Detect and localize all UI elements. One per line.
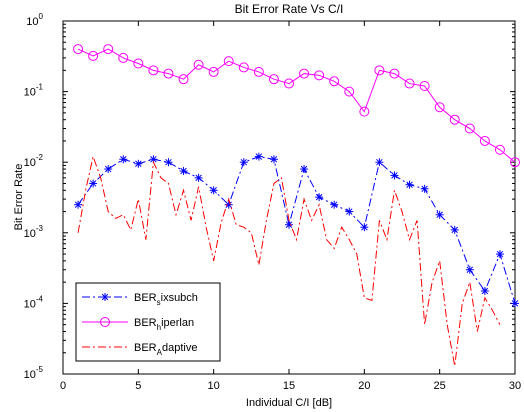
- series-0-point: [511, 299, 519, 308]
- series-0-point: [405, 180, 414, 189]
- series-1-point: [314, 70, 325, 81]
- series-0-point: [345, 207, 354, 216]
- series-1-point: [449, 114, 460, 125]
- series-1-point: [103, 44, 114, 55]
- series-0-point: [239, 158, 248, 167]
- y-tick-label: 10-3: [24, 224, 44, 240]
- legend-marker-0: [101, 293, 109, 301]
- x-tick-label: 15: [283, 380, 295, 392]
- series-0-point: [134, 159, 143, 168]
- series-0-point: [360, 223, 369, 232]
- series-0-point: [495, 250, 504, 259]
- series-0-point: [194, 173, 203, 182]
- series-1-point: [208, 66, 219, 77]
- series-0-point: [330, 200, 339, 209]
- series-1-point: [404, 78, 415, 89]
- x-axis: 0 5 10 15 20 25 30: [60, 21, 521, 392]
- series-1-point: [223, 56, 234, 67]
- series-1-point: [238, 62, 249, 73]
- series-0-point: [420, 184, 429, 193]
- series-1-point: [73, 44, 84, 55]
- series-0-point: [269, 155, 278, 164]
- series-1-point: [464, 123, 475, 134]
- x-tick-label: 20: [358, 380, 370, 392]
- x-tick-label: 0: [60, 380, 66, 392]
- legend-marker-1: [100, 317, 110, 327]
- series-1-point: [479, 135, 490, 146]
- series-0-point: [435, 210, 444, 219]
- series-line-2: [77, 154, 501, 367]
- y-axis: 10-5 10-4 10-3 10-2 10-1 100: [24, 12, 515, 381]
- series-1-point: [510, 157, 520, 168]
- series-0-point: [164, 158, 173, 167]
- series-1-point: [163, 68, 174, 79]
- series-1-point: [434, 102, 445, 113]
- series-1-point: [118, 52, 129, 63]
- series-1-point: [133, 58, 144, 69]
- series-0-point: [450, 225, 459, 234]
- x-tick-label: 25: [434, 380, 446, 392]
- series-1-point: [329, 76, 340, 87]
- y-tick-label: 10-1: [24, 83, 44, 99]
- series-1-point: [178, 74, 189, 85]
- series-0-point: [300, 165, 309, 174]
- legend-item-2: BERAdaptive: [82, 342, 197, 357]
- series-1: [73, 44, 520, 168]
- x-tick-label: 30: [509, 380, 521, 392]
- x-tick-label: 5: [135, 380, 141, 392]
- series-0-point: [209, 186, 218, 195]
- legend-label-0: BERsixsubch: [134, 292, 198, 307]
- y-tick-label: 10-4: [24, 294, 44, 310]
- legend-item-0: BERsixsubch: [82, 292, 198, 307]
- legend-label-2: BERAdaptive: [134, 342, 197, 357]
- legend: BERsixsubch BERhiperlan BERAdaptive: [75, 282, 221, 362]
- x-axis-label: Individual C/I [dB]: [246, 397, 332, 409]
- series-0-point: [375, 158, 384, 167]
- y-axis-label: Bit Error Rate: [13, 164, 25, 231]
- series-0-point: [465, 265, 474, 274]
- series-0-point: [104, 165, 113, 174]
- series-0-point: [179, 167, 188, 176]
- series-1-point: [494, 144, 505, 155]
- series-0: [74, 152, 519, 308]
- series-1-point: [344, 86, 355, 97]
- series-1-point: [284, 78, 294, 89]
- series-1-point: [88, 50, 99, 61]
- chart-title: Bit Error Rate Vs C/I: [235, 2, 344, 16]
- series-1-point: [193, 59, 204, 70]
- legend-label-1: BERhiperlan: [134, 317, 194, 332]
- series-0-point: [74, 200, 83, 209]
- y-tick-label: 100: [26, 12, 43, 28]
- series-1-point: [268, 74, 279, 85]
- series-1-point: [389, 68, 400, 79]
- series-1-point: [374, 65, 385, 76]
- series-0-point: [285, 220, 293, 229]
- series-2: [77, 154, 501, 367]
- series-line-1: [77, 48, 516, 163]
- series-1-point: [359, 106, 370, 117]
- series-0-point: [224, 200, 233, 209]
- x-tick-label: 10: [208, 380, 220, 392]
- series-layer: [73, 44, 520, 367]
- series-1-point: [419, 81, 430, 92]
- series-1-point: [148, 65, 159, 76]
- series-0-point: [119, 155, 128, 164]
- y-tick-label: 10-2: [24, 153, 44, 169]
- series-0-point: [254, 152, 263, 161]
- series-0-point: [89, 179, 98, 188]
- y-tick-label: 10-5: [24, 365, 44, 381]
- series-1-point: [299, 68, 310, 79]
- legend-item-1: BERhiperlan: [82, 317, 194, 332]
- series-0-point: [390, 171, 399, 180]
- series-0-point: [480, 286, 489, 295]
- series-1-point: [253, 66, 264, 77]
- series-0-point: [315, 193, 324, 202]
